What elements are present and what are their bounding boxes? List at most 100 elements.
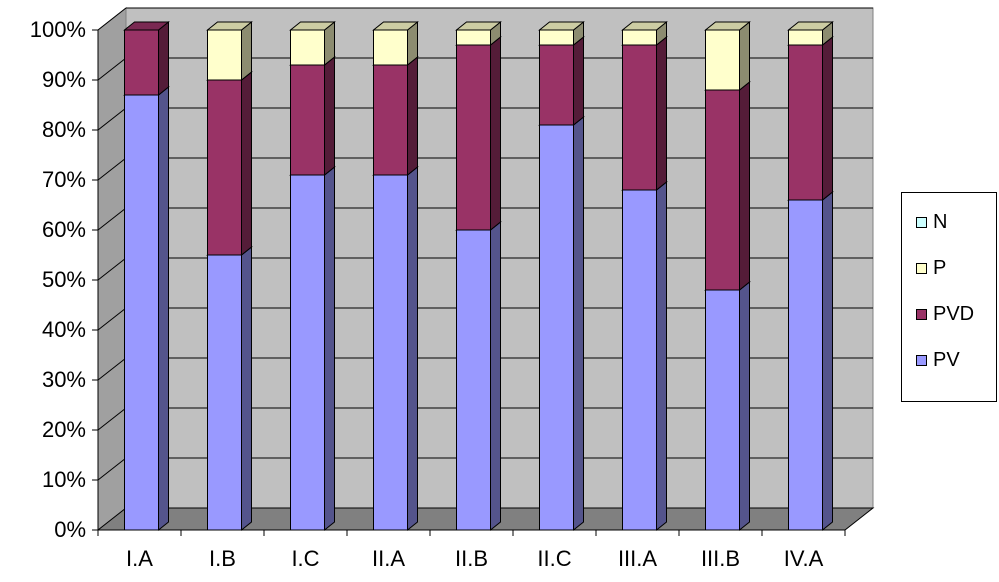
bar-side bbox=[822, 35, 833, 202]
bar-pvd bbox=[124, 29, 159, 96]
bar-top bbox=[787, 21, 834, 31]
bar-pv bbox=[788, 199, 823, 531]
y-tick-label: 20% bbox=[42, 417, 86, 442]
bar-pvd bbox=[456, 44, 491, 231]
bar-side bbox=[241, 245, 252, 532]
bar-side bbox=[324, 55, 335, 177]
bar-p bbox=[539, 29, 574, 46]
legend-swatch bbox=[916, 308, 927, 320]
bar-stack bbox=[206, 20, 253, 532]
legend: N P PVD PV bbox=[901, 192, 997, 402]
bar-p bbox=[705, 29, 740, 91]
bar-p bbox=[622, 29, 657, 46]
x-tick-label: III.B bbox=[701, 546, 740, 571]
x-tick-label: I.A bbox=[126, 546, 153, 571]
bar-side bbox=[241, 70, 252, 257]
bar-p bbox=[207, 29, 242, 81]
bar-p bbox=[373, 29, 408, 66]
bar-pvd bbox=[622, 44, 657, 191]
bar-side bbox=[490, 220, 501, 532]
bar-pv bbox=[290, 174, 325, 531]
bar-top bbox=[206, 21, 253, 31]
gridline-side bbox=[97, 457, 127, 481]
bar-side bbox=[324, 165, 335, 532]
bar-top bbox=[123, 21, 170, 31]
x-tick-label: II.B bbox=[455, 546, 488, 571]
bar-side bbox=[656, 180, 667, 532]
gridline-side bbox=[97, 207, 127, 231]
bar-p bbox=[456, 29, 491, 46]
bar-side bbox=[490, 35, 501, 232]
bar-side bbox=[656, 35, 667, 192]
legend-label: P bbox=[933, 256, 947, 279]
legend-label: PV bbox=[933, 348, 960, 371]
bar-side bbox=[739, 80, 750, 292]
y-tick-label: 50% bbox=[42, 267, 86, 292]
bar-pv bbox=[207, 254, 242, 531]
x-tick-label: IV.A bbox=[784, 546, 824, 571]
bar-pv bbox=[705, 289, 740, 531]
bar-pv bbox=[373, 174, 408, 531]
bar-pvd bbox=[788, 44, 823, 201]
bar-top bbox=[704, 21, 751, 31]
x-tick-label: II.A bbox=[372, 546, 405, 571]
bar-pv bbox=[456, 229, 491, 531]
bar-stack bbox=[123, 20, 170, 532]
x-tick-label: II.C bbox=[537, 546, 571, 571]
bar-stack bbox=[538, 20, 585, 532]
bar-stack bbox=[621, 20, 668, 532]
bar-pvd bbox=[207, 79, 242, 256]
bar-side bbox=[739, 280, 750, 532]
bar-stack bbox=[787, 20, 834, 532]
y-tick-label: 90% bbox=[42, 67, 86, 92]
legend-item: N bbox=[916, 211, 947, 233]
bar-side bbox=[241, 20, 252, 82]
bar-top bbox=[538, 21, 585, 31]
gridline-side bbox=[97, 57, 127, 81]
x-tick-label: III.A bbox=[618, 546, 657, 571]
bar-side bbox=[573, 35, 584, 127]
bar-pv bbox=[539, 124, 574, 531]
gridline-side bbox=[97, 357, 127, 381]
legend-swatch bbox=[916, 216, 927, 228]
bar-side bbox=[822, 190, 833, 532]
bar-top bbox=[289, 21, 336, 31]
legend-swatch bbox=[916, 262, 927, 274]
legend-item: P bbox=[916, 257, 946, 279]
legend-label: PVD bbox=[933, 302, 975, 325]
y-tick-label: 40% bbox=[42, 317, 86, 342]
bar-side bbox=[158, 20, 169, 97]
gridline-side bbox=[97, 407, 127, 431]
legend-label: N bbox=[933, 210, 948, 233]
gridline-side bbox=[97, 7, 127, 31]
legend-item: PV bbox=[916, 349, 960, 371]
bar-top bbox=[455, 21, 502, 31]
gridline-side bbox=[97, 107, 127, 131]
y-tick-label: 60% bbox=[42, 217, 86, 242]
bar-side bbox=[739, 20, 750, 92]
bar-pvd bbox=[539, 44, 574, 126]
bar-pv bbox=[124, 94, 159, 531]
x-tick-label: I.B bbox=[209, 546, 236, 571]
bar-side bbox=[158, 85, 169, 532]
bar-pvd bbox=[705, 89, 740, 291]
bar-side bbox=[573, 115, 584, 532]
legend-item: PVD bbox=[916, 303, 974, 325]
bar-pvd bbox=[290, 64, 325, 176]
bar-side bbox=[407, 55, 418, 177]
bar-stack bbox=[372, 20, 419, 532]
gridline-side bbox=[97, 307, 127, 331]
bar-pvd bbox=[373, 64, 408, 176]
bar-p bbox=[788, 29, 823, 46]
bar-stack bbox=[455, 20, 502, 532]
x-tick-label: I.C bbox=[291, 546, 319, 571]
bar-top bbox=[372, 21, 419, 31]
y-tick-label: 10% bbox=[42, 467, 86, 492]
gridline-side bbox=[97, 157, 127, 181]
bar-top bbox=[621, 21, 668, 31]
y-tick-label: 100% bbox=[30, 17, 86, 42]
y-tick-label: 70% bbox=[42, 167, 86, 192]
gridline-side bbox=[97, 257, 127, 281]
bar-pv bbox=[622, 189, 657, 531]
